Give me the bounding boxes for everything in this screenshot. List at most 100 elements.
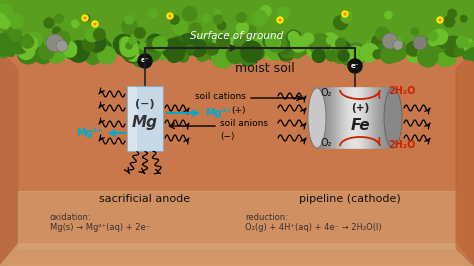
Text: oxidation:: oxidation: <box>50 214 91 222</box>
Circle shape <box>0 14 7 27</box>
Circle shape <box>44 18 54 28</box>
Circle shape <box>346 43 366 63</box>
Text: e⁻: e⁻ <box>141 57 149 64</box>
Circle shape <box>326 51 336 61</box>
Text: O₂(g) + 4H⁺(aq) + 4e⁻ → 2H₂O(l): O₂(g) + 4H⁺(aq) + 4e⁻ → 2H₂O(l) <box>245 223 382 232</box>
Circle shape <box>241 41 262 62</box>
Circle shape <box>0 4 12 19</box>
Circle shape <box>221 39 230 49</box>
Circle shape <box>327 36 334 44</box>
Circle shape <box>376 27 389 40</box>
Circle shape <box>363 44 378 59</box>
Circle shape <box>288 31 299 42</box>
Circle shape <box>56 31 70 45</box>
Circle shape <box>45 38 57 51</box>
Circle shape <box>279 48 290 59</box>
Circle shape <box>366 39 375 48</box>
Circle shape <box>277 17 283 23</box>
Circle shape <box>312 49 325 63</box>
Circle shape <box>206 45 221 60</box>
Circle shape <box>68 41 89 62</box>
Text: Fe: Fe <box>350 118 370 132</box>
Circle shape <box>307 40 326 59</box>
Circle shape <box>120 39 138 57</box>
Circle shape <box>337 47 347 58</box>
Circle shape <box>454 46 464 56</box>
Circle shape <box>245 26 255 36</box>
Circle shape <box>378 43 388 53</box>
Circle shape <box>392 37 403 47</box>
Circle shape <box>336 38 346 49</box>
Circle shape <box>393 40 403 50</box>
Circle shape <box>386 44 403 62</box>
Circle shape <box>338 50 349 61</box>
Circle shape <box>237 13 246 22</box>
Circle shape <box>268 36 280 49</box>
Ellipse shape <box>308 88 326 148</box>
Polygon shape <box>0 244 474 266</box>
Circle shape <box>2 23 12 33</box>
Circle shape <box>463 51 471 60</box>
Bar <box>317 88 393 148</box>
Circle shape <box>456 36 468 48</box>
Circle shape <box>120 39 142 61</box>
Circle shape <box>55 14 63 23</box>
Circle shape <box>426 32 447 53</box>
Circle shape <box>0 33 16 54</box>
Text: Mg(s) → Mg²⁺(aq) + 2e⁻: Mg(s) → Mg²⁺(aq) + 2e⁻ <box>50 223 150 232</box>
Circle shape <box>189 23 201 35</box>
Bar <box>0 0 474 51</box>
Circle shape <box>348 59 362 73</box>
Bar <box>128 86 136 149</box>
Circle shape <box>429 37 438 46</box>
Circle shape <box>444 16 455 27</box>
Text: 2H₂O: 2H₂O <box>388 140 415 150</box>
Circle shape <box>123 42 143 63</box>
Circle shape <box>218 22 226 30</box>
Circle shape <box>153 36 167 51</box>
Circle shape <box>406 41 421 56</box>
Circle shape <box>39 45 54 60</box>
Polygon shape <box>0 51 18 266</box>
Circle shape <box>168 45 184 61</box>
Circle shape <box>418 48 429 60</box>
Circle shape <box>330 40 351 61</box>
Circle shape <box>94 23 96 25</box>
Circle shape <box>342 11 348 17</box>
Circle shape <box>27 32 43 47</box>
Circle shape <box>418 39 428 48</box>
Circle shape <box>241 41 250 50</box>
Circle shape <box>250 46 264 60</box>
Circle shape <box>437 17 443 23</box>
Circle shape <box>214 10 220 16</box>
Circle shape <box>303 33 314 44</box>
Circle shape <box>234 35 252 53</box>
Circle shape <box>46 34 64 52</box>
Ellipse shape <box>384 88 402 148</box>
Circle shape <box>186 45 194 53</box>
Circle shape <box>14 36 27 49</box>
Circle shape <box>11 36 28 54</box>
Circle shape <box>347 47 365 65</box>
Circle shape <box>371 41 385 55</box>
Circle shape <box>18 42 35 59</box>
Circle shape <box>85 28 99 42</box>
Circle shape <box>294 42 308 56</box>
Circle shape <box>170 15 179 24</box>
Circle shape <box>291 36 307 52</box>
Circle shape <box>439 39 448 48</box>
Circle shape <box>334 16 347 30</box>
Circle shape <box>167 49 181 62</box>
Circle shape <box>141 42 152 53</box>
Circle shape <box>213 15 223 24</box>
Circle shape <box>0 47 9 56</box>
Circle shape <box>94 36 107 48</box>
Circle shape <box>64 45 76 57</box>
Circle shape <box>147 38 161 52</box>
Circle shape <box>94 29 105 40</box>
Circle shape <box>360 44 378 62</box>
Bar <box>127 85 163 151</box>
Circle shape <box>148 9 157 17</box>
Circle shape <box>94 37 108 51</box>
Circle shape <box>441 49 452 61</box>
